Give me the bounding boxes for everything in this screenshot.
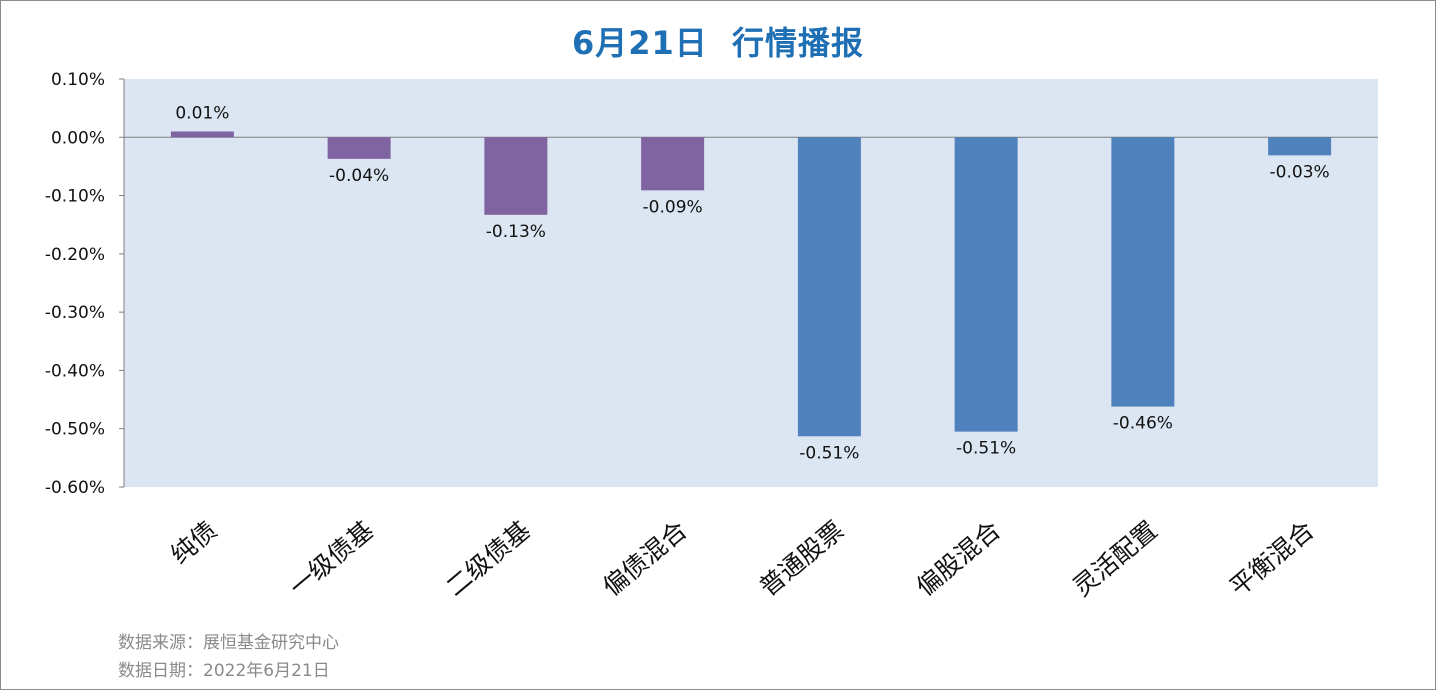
y-tick-label: -0.50%	[45, 420, 105, 440]
y-tick-label: -0.20%	[45, 245, 105, 265]
y-tick-label: -0.60%	[45, 478, 105, 498]
y-tick-label: 0.10%	[51, 70, 105, 90]
data-label: -0.46%	[1113, 414, 1173, 434]
bar	[797, 137, 861, 437]
bar	[327, 137, 391, 159]
category-labels: 纯债 一级债基 二级债基 偏债混合 普通股票 偏股混合 灵活配置 平衡混合	[165, 515, 1319, 602]
data-label: -0.09%	[643, 197, 703, 217]
axes: 0.10% 0.00% -0.10% -0.20% -0.30% -0.40% -0.50%…	[45, 70, 1378, 498]
chart-title: 6月21日 行情播报	[571, 24, 865, 62]
bar	[1111, 137, 1175, 407]
y-tick-label: 0.00%	[51, 128, 105, 148]
category-label: 平衡混合	[1224, 515, 1319, 602]
data-label: -0.03%	[1270, 162, 1330, 182]
bars	[170, 131, 1332, 437]
y-tick-label: -0.40%	[45, 361, 105, 381]
category-label: 灵活配置	[1067, 515, 1162, 602]
data-label: 0.01%	[175, 103, 229, 123]
category-label: 普通股票	[754, 515, 849, 602]
bar	[954, 137, 1018, 432]
category-label: 一级债基	[284, 515, 379, 602]
y-tick-label: -0.10%	[45, 187, 105, 207]
y-tick-label: -0.30%	[45, 303, 105, 323]
date-note: 数据日期：2022年6月21日	[118, 661, 330, 681]
bar	[170, 131, 234, 138]
data-label: -0.51%	[956, 439, 1016, 459]
data-labels: 0.01% -0.04% -0.13% -0.09% -0.51% -0.51% -0.46…	[175, 103, 1329, 463]
source-note: 数据来源：展恒基金研究中心	[118, 633, 339, 653]
category-label: 纯债	[165, 515, 222, 569]
category-label: 偏债混合	[597, 515, 692, 602]
category-label: 二级债基	[440, 515, 535, 602]
data-label: -0.13%	[486, 222, 546, 242]
bar	[641, 137, 705, 191]
data-label: -0.51%	[799, 443, 859, 463]
data-label: -0.04%	[329, 166, 389, 186]
bar	[1268, 137, 1332, 156]
bar	[484, 137, 548, 215]
category-label: 偏股混合	[911, 515, 1006, 602]
plot-area	[124, 79, 1378, 487]
